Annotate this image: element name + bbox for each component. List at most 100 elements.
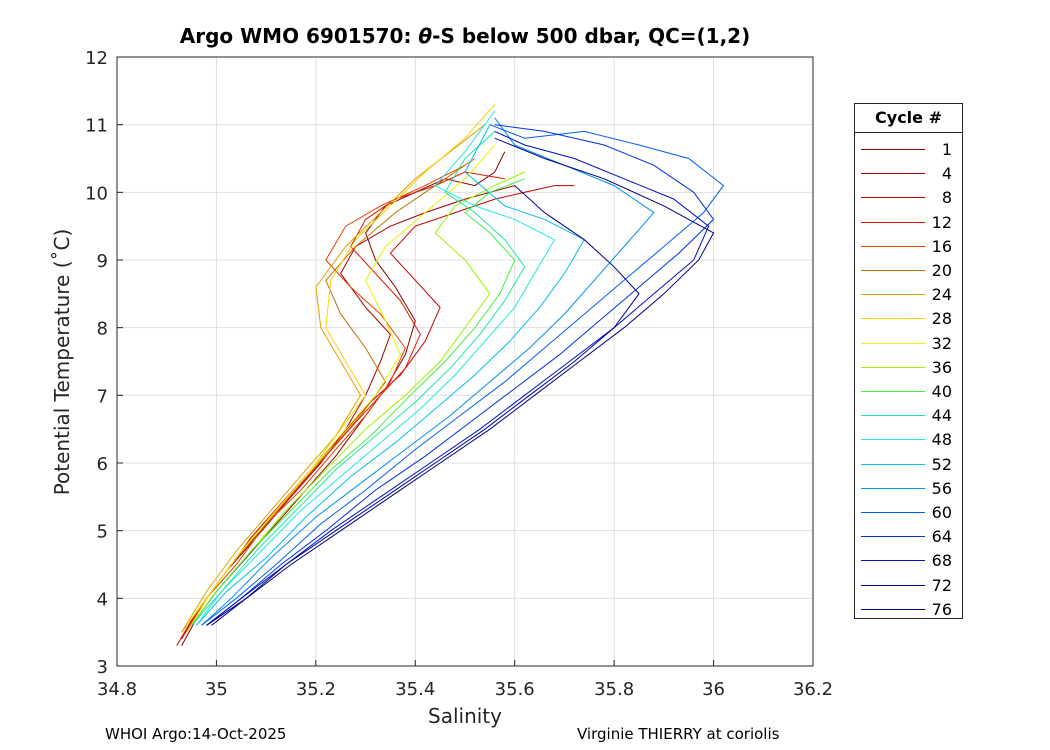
x-tick-label: 36 xyxy=(702,679,725,700)
legend-label: 56 xyxy=(931,478,952,498)
legend-swatch xyxy=(861,487,925,489)
legend-swatch xyxy=(861,512,925,513)
legend-item: 8 xyxy=(855,186,962,210)
legend-item: 28 xyxy=(855,307,962,331)
legend-label: 76 xyxy=(931,599,952,619)
legend-swatch xyxy=(861,439,925,441)
legend-item: 60 xyxy=(855,501,962,525)
legend-swatch xyxy=(861,560,925,562)
footer-credit: WHOI Argo:14-Oct-2025 xyxy=(105,725,287,743)
legend-label: 1 xyxy=(941,140,952,159)
legend-label: 40 xyxy=(931,382,952,401)
legend-item: 40 xyxy=(855,380,962,404)
chart-title: Argo WMO 6901570: θ-S below 500 dbar, QC… xyxy=(179,24,751,48)
x-tick-label: 35.6 xyxy=(495,679,535,700)
legend-swatch xyxy=(861,197,925,199)
legend-swatch xyxy=(861,270,925,271)
legend-label: 12 xyxy=(931,212,952,232)
y-tick-label: 8 xyxy=(97,319,108,340)
legend-label: 8 xyxy=(941,188,952,208)
legend-label: 52 xyxy=(931,454,952,474)
x-tick-label: 35.4 xyxy=(395,679,435,700)
x-tick-label: 35.2 xyxy=(296,679,336,700)
legend-item: 16 xyxy=(855,235,962,259)
legend-swatch xyxy=(861,294,925,296)
legend-label: 32 xyxy=(931,333,952,353)
series-line-cycle-36 xyxy=(191,171,525,626)
legend-label: 24 xyxy=(931,285,952,305)
series-line-cycle-48 xyxy=(196,110,556,626)
legend-swatch xyxy=(861,463,925,465)
y-tick-label: 4 xyxy=(97,589,108,610)
legend-swatch xyxy=(861,245,925,247)
legend-label: 20 xyxy=(931,261,952,280)
series-line-cycle-1 xyxy=(181,151,506,646)
legend-item: 56 xyxy=(855,477,962,501)
y-tick-label: 12 xyxy=(85,48,108,69)
legend-label: 64 xyxy=(931,527,952,547)
legend-label: 48 xyxy=(931,430,952,450)
legend-label: 60 xyxy=(931,503,952,522)
axes-box xyxy=(116,56,814,667)
legend-item: 44 xyxy=(855,404,962,428)
y-tick-label: 3 xyxy=(97,657,108,678)
legend-swatch xyxy=(861,318,925,320)
series-line-cycle-64 xyxy=(206,124,715,626)
series-line-cycle-60 xyxy=(201,124,725,626)
y-tick-label: 5 xyxy=(97,522,108,543)
legend-swatch xyxy=(861,173,925,175)
legend-item: 1 xyxy=(855,138,962,162)
x-tick-label: 34.8 xyxy=(97,679,137,700)
y-tick-label: 10 xyxy=(85,183,108,204)
grid-lines xyxy=(116,56,814,667)
series-line-cycle-20 xyxy=(181,158,476,633)
tick-layer: 34.8 35 35.2 35.4 35.6 35.8 36 36.2 3 4 5 6 7 8 9 10 11 1… xyxy=(85,48,833,700)
legend-label: 16 xyxy=(931,236,952,256)
series-line-cycle-8 xyxy=(176,185,575,646)
legend-item: 64 xyxy=(855,525,962,549)
legend-item: 24 xyxy=(855,283,962,307)
series-line-cycle-32 xyxy=(186,144,496,626)
series-line-cycle-44 xyxy=(191,131,526,626)
legend-label: 68 xyxy=(931,551,952,571)
y-tick-label: 11 xyxy=(85,116,108,137)
series-line-cycle-4 xyxy=(181,185,515,640)
legend-swatch xyxy=(861,584,925,586)
legend-label: 36 xyxy=(931,357,952,377)
series-line-cycle-24 xyxy=(181,124,486,633)
legend-item: 72 xyxy=(855,574,962,598)
legend-swatch xyxy=(861,391,925,392)
series-line-cycle-68 xyxy=(206,130,710,626)
legend-swatch xyxy=(861,221,925,223)
series-line-cycle-56 xyxy=(201,117,655,626)
legend: Cycle # 1 4 8 12 16 20 24 28 32 36 40 44 48 52 56 60 64 6… xyxy=(854,103,963,619)
legend-item: 36 xyxy=(855,356,962,380)
x-axis-label: Salinity xyxy=(428,704,502,728)
legend-swatch xyxy=(861,366,925,368)
legend-swatch xyxy=(861,415,925,417)
legend-item: 48 xyxy=(855,428,962,452)
series-line-cycle-16 xyxy=(186,164,466,633)
y-axis-label: Potential Temperature (˚C) xyxy=(50,228,74,496)
legend-swatch xyxy=(861,149,925,150)
y-tick-label: 7 xyxy=(97,386,108,407)
legend-item: 12 xyxy=(855,211,962,235)
legend-item: 20 xyxy=(855,259,962,283)
series-line-cycle-72 xyxy=(206,185,640,626)
series-layer xyxy=(176,104,725,646)
series-line-cycle-52 xyxy=(196,124,586,626)
legend-swatch xyxy=(861,608,925,610)
y-tick-label: 6 xyxy=(97,454,108,475)
legend-label: 44 xyxy=(931,406,952,426)
series-line-cycle-28 xyxy=(186,104,496,633)
legend-item: 52 xyxy=(855,453,962,477)
footer-author: Virginie THIERRY at coriolis xyxy=(577,725,780,743)
series-line-cycle-12 xyxy=(181,171,505,640)
y-tick-label: 9 xyxy=(97,251,108,272)
legend-label: 4 xyxy=(941,164,952,184)
series-line-cycle-40 xyxy=(191,178,525,626)
legend-swatch xyxy=(861,342,925,344)
legend-swatch xyxy=(861,536,925,538)
